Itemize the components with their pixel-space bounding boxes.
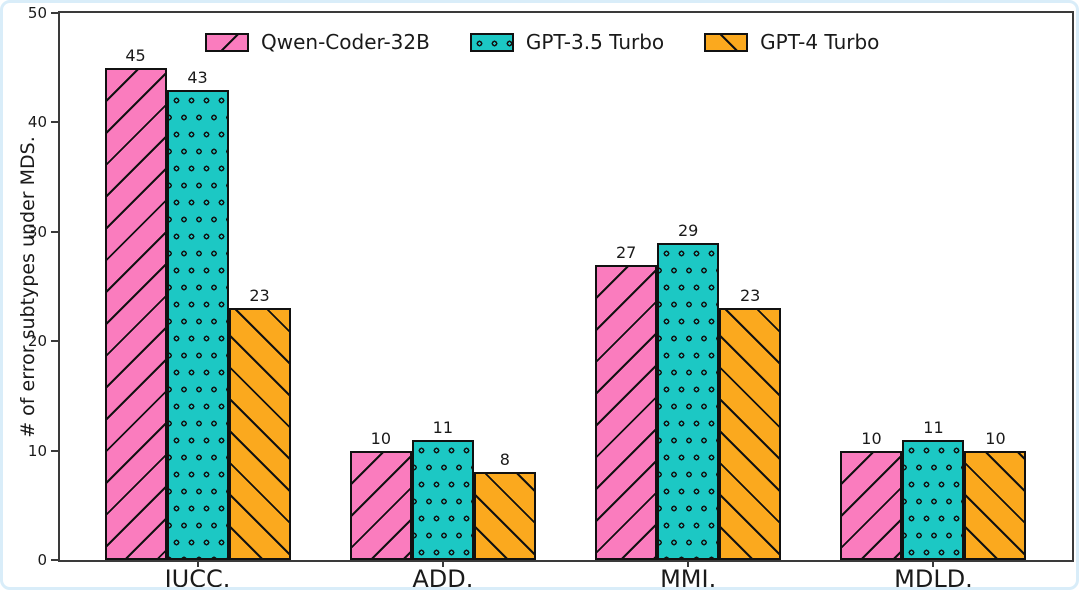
legend-swatch <box>205 32 249 52</box>
bar-value-label: 11 <box>432 417 453 437</box>
legend-label: GPT-4 Turbo <box>760 30 880 54</box>
y-tick-mark <box>51 449 58 452</box>
bar <box>657 242 720 560</box>
y-tick-label: 0 <box>37 551 47 569</box>
bar <box>840 450 903 560</box>
y-tick-label: 10 <box>27 441 47 460</box>
bar-value-label: 23 <box>249 286 270 306</box>
x-tick-mark <box>932 560 935 567</box>
bar-value-label: 43 <box>187 67 208 87</box>
x-tick-mark <box>441 560 444 567</box>
y-tick-label: 40 <box>27 113 47 132</box>
bar-value-label: 10 <box>985 428 1006 448</box>
y-tick-label: 50 <box>27 4 47 22</box>
plot-area: 45 43 23 10 11 8 27 29 23 10 11 10 <box>58 11 1074 562</box>
y-axis-label: # of error subtypes under MDS. <box>17 136 39 438</box>
y-tick-label: 30 <box>27 222 47 241</box>
y-tick-mark <box>51 559 58 561</box>
bar-value-label: 8 <box>499 450 510 470</box>
bar <box>411 439 474 560</box>
legend-swatch <box>469 32 514 52</box>
bar <box>964 450 1027 560</box>
bar-value-label: 10 <box>861 428 882 448</box>
y-tick-label: 20 <box>27 332 47 351</box>
x-category-label: ADD. <box>412 565 474 590</box>
legend: Qwen-Coder-32B GPT-3.5 Turbo GPT-4 Turbo <box>205 30 879 54</box>
bar <box>595 264 658 560</box>
bar-value-label: 29 <box>677 220 699 240</box>
bar <box>473 472 536 560</box>
x-category-label: MMI. <box>660 565 717 590</box>
bar <box>349 450 412 560</box>
legend-item: Qwen-Coder-32B <box>205 30 430 54</box>
bar-value-label: 27 <box>615 242 637 262</box>
bar <box>902 439 965 560</box>
x-category-label: MDLD. <box>894 565 973 590</box>
bar <box>719 308 782 560</box>
bar <box>104 67 167 560</box>
y-tick-mark <box>51 12 58 14</box>
legend-label: GPT-3.5 Turbo <box>525 30 665 54</box>
bar <box>228 308 291 560</box>
bar-value-label: 23 <box>739 286 761 306</box>
legend-item: GPT-3.5 Turbo <box>469 30 665 54</box>
x-category-label: IUCC. <box>164 565 231 590</box>
x-tick-mark <box>196 560 199 567</box>
bar <box>166 89 229 560</box>
legend-label: Qwen-Coder-32B <box>261 30 430 54</box>
bar-value-label: 10 <box>370 428 391 448</box>
legend-item: GPT-4 Turbo <box>704 30 879 54</box>
legend-swatch <box>704 32 749 52</box>
y-tick-mark <box>51 121 58 124</box>
bar-value-label: 11 <box>923 417 944 437</box>
y-tick-mark <box>51 340 58 343</box>
y-tick-mark <box>51 230 58 233</box>
bar-value-label: 45 <box>125 45 146 65</box>
x-tick-mark <box>687 560 690 567</box>
